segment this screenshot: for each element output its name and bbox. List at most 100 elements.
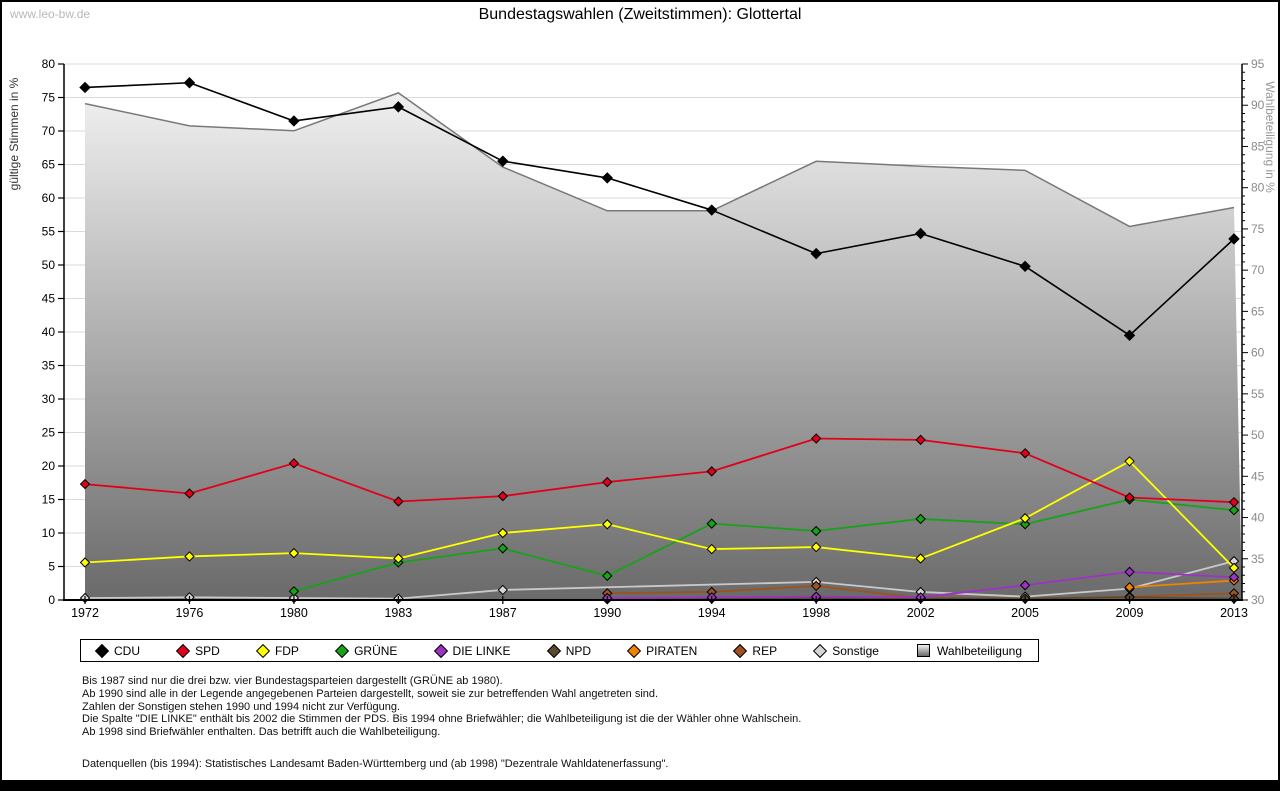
left-tick-label: 80 [42, 57, 56, 71]
right-tick-label: 45 [1251, 469, 1265, 483]
marker-cdu [497, 155, 509, 167]
legend-label: FDP [274, 643, 299, 658]
x-tick-label: 1998 [802, 606, 830, 620]
marker-fdp [393, 553, 404, 564]
right-tick-label: 90 [1251, 98, 1265, 112]
x-tick-label: 1972 [71, 606, 99, 620]
marker-die-linke [1019, 580, 1031, 591]
marker-spd [1124, 492, 1135, 503]
marker-piraten [1124, 582, 1135, 593]
marker-die-linke [1124, 566, 1135, 578]
marker-spd [602, 476, 613, 488]
series-line-gr-ne [293, 498, 1235, 593]
series-layer [79, 77, 1242, 605]
legend: CDU SPD FDP GRÜNE DIE LINKE NPD PIRATEN REP Sons… [80, 639, 1039, 662]
axes: 0 5 10 15 20 25 30 35 40 45 50 55 60 65 70 75 80 30 35 40 45… [7, 57, 1277, 620]
x-tick-label: 1983 [384, 606, 412, 620]
legend-item-fdp: FDP [255, 643, 299, 658]
right-tick-label: 85 [1251, 139, 1265, 153]
right-tick-label: 65 [1251, 304, 1265, 318]
legend-item-wahlbeteiligung: Wahlbeteiligung [917, 644, 1022, 658]
left-tick-label: 15 [42, 493, 56, 507]
marker-fdp [184, 551, 195, 562]
left-tick-label: 50 [42, 258, 56, 272]
legend-item-die-linke: DIE LINKE [433, 643, 511, 658]
legend-label: Sonstige [832, 643, 879, 658]
marker-cdu [183, 77, 196, 89]
marker-fdp [1124, 456, 1135, 467]
marker-fdp [1228, 562, 1240, 574]
marker-cdu [392, 101, 405, 113]
marker-gr-ne [810, 525, 822, 537]
footnote-line: Bis 1987 sind nur die drei bzw. vier Bun… [82, 675, 503, 687]
series-line-fdp [84, 460, 1235, 569]
marker-die-linke [1228, 572, 1240, 583]
left-tick-label: 65 [42, 158, 56, 172]
marker-spd [1019, 448, 1031, 459]
series-fdp [79, 456, 1240, 574]
right-tick-label: 70 [1251, 263, 1265, 277]
marker-spd [393, 496, 404, 507]
left-tick-label: 10 [42, 526, 56, 540]
legend-marker-npd [546, 643, 561, 658]
x-tick-label: 2013 [1220, 606, 1248, 620]
legend-item-npd: NPD [546, 643, 592, 658]
marker-fdp [79, 557, 91, 568]
legend-marker-fdp [255, 643, 271, 658]
legend-label: DIE LINKE [452, 643, 511, 658]
legend-label: NPD [565, 643, 592, 658]
right-tick-label: 40 [1251, 511, 1265, 525]
x-tick-label: 1980 [280, 606, 308, 620]
marker-gr-ne [915, 513, 926, 525]
footnote-line [82, 739, 801, 758]
marker-spd [706, 466, 717, 477]
marker-spd [1228, 496, 1240, 508]
left-tick-label: 30 [42, 392, 56, 406]
legend-item-gr-ne: GRÜNE [334, 643, 398, 658]
marker-fdp [915, 553, 926, 564]
marker-spd [810, 433, 822, 444]
legend-marker-sonstige [813, 643, 828, 658]
marker-fdp [288, 547, 300, 559]
right-tick-label: 60 [1251, 346, 1265, 360]
marker-fdp [602, 519, 613, 530]
series-wahlbeteiligung [84, 92, 1242, 600]
x-tick-label: 2002 [907, 606, 935, 620]
legend-marker-piraten [627, 643, 642, 658]
left-axis-title: gültige Stimmen in % [7, 77, 21, 190]
marker-fdp [706, 543, 717, 555]
legend-label: PIRATEN [646, 643, 698, 658]
series-gr-ne [288, 494, 1240, 597]
x-tick-label: 1987 [489, 606, 517, 620]
legend-label: SPD [195, 643, 220, 658]
legend-marker-cdu [94, 643, 110, 658]
marker-gr-ne [602, 570, 613, 582]
left-tick-label: 0 [48, 593, 55, 607]
right-tick-label: 80 [1251, 181, 1265, 195]
x-tick-label: 1976 [176, 606, 204, 620]
marker-cdu [1019, 260, 1031, 273]
legend-label: REP [752, 643, 778, 658]
footnote-line: Ab 1998 sind Briefwähler enthalten. Das … [82, 726, 441, 739]
marker-cdu [1123, 329, 1136, 342]
legend-marker-die-linke [433, 643, 448, 658]
x-tick-label: 1994 [698, 606, 726, 620]
legend-marker-gr-ne [334, 643, 350, 658]
marker-cdu [914, 227, 927, 240]
marker-spd [497, 490, 509, 502]
left-tick-label: 40 [42, 325, 56, 339]
left-tick-label: 60 [42, 191, 56, 205]
marker-cdu [601, 172, 613, 184]
marker-gr-ne [1019, 519, 1031, 530]
marker-spd [288, 458, 300, 469]
series-line-spd [84, 437, 1235, 504]
election-chart: 0 5 10 15 20 25 30 35 40 45 50 55 60 65 70 75 80 30 35 40 45… [7, 57, 1277, 620]
left-tick-label: 45 [42, 292, 56, 306]
marker-gr-ne [706, 518, 717, 529]
marker-fdp [810, 541, 822, 553]
marker-cdu [810, 247, 822, 260]
marker-cdu [1228, 233, 1240, 245]
legend-label: GRÜNE [354, 643, 398, 658]
series-line-sonstige [84, 560, 1235, 600]
series-line-piraten [1129, 579, 1235, 589]
